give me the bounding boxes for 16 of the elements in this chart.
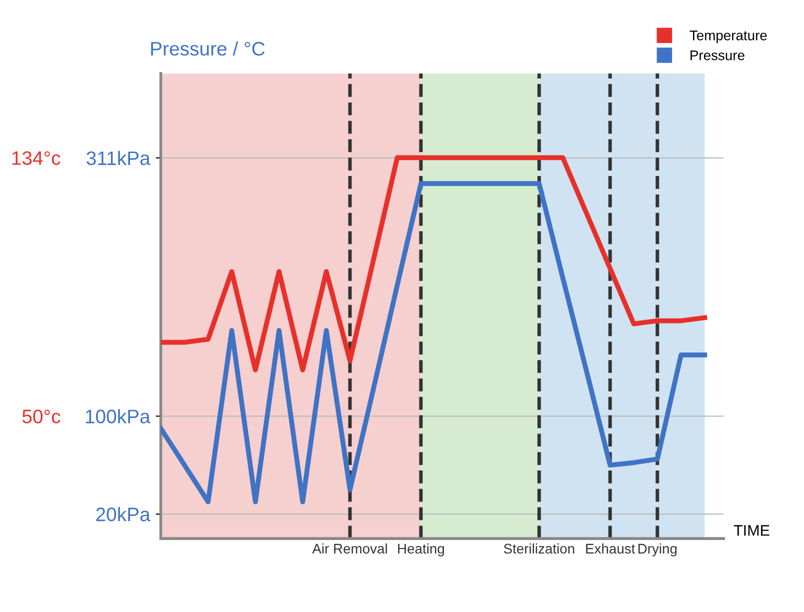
legend-label: Temperature	[690, 30, 767, 44]
y2-tick-label: 50°c	[22, 410, 60, 424]
x-tick-label: Drying	[638, 543, 677, 556]
x-tick-label: Exhaust	[586, 543, 636, 554]
y-tick-label: 20kPa	[96, 507, 150, 522]
x-tick-label: Heating	[398, 543, 444, 556]
x-axis-title: TIME	[734, 525, 770, 536]
y-tick-label: 311kPa	[86, 150, 150, 166]
y2-tick-label: 134°c	[12, 151, 60, 165]
y-axis-title: Pressure / °C	[151, 41, 265, 56]
line-series	[160, 181, 708, 504]
legend-label: Pressure	[690, 50, 744, 60]
line-series	[160, 155, 708, 372]
y-tick-label: 100kPa	[86, 409, 150, 424]
x-tick-label: Air Removal	[312, 543, 387, 554]
x-tick-label: Sterilization	[504, 543, 574, 554]
